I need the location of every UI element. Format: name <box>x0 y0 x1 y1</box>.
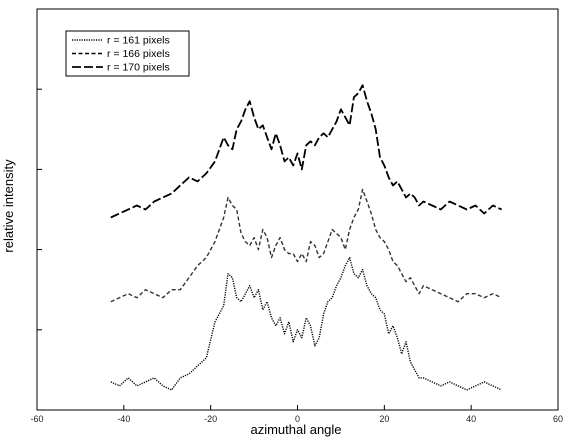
legend-label-3: r = 170 pixels <box>107 62 170 74</box>
y-axis-title: relative intensity <box>1 159 16 253</box>
series-line-3 <box>110 84 502 219</box>
x-tick-label: -20 <box>204 414 217 424</box>
series-line-1 <box>110 256 502 391</box>
series-line-2 <box>110 188 502 303</box>
x-axis-title: azimuthal angle <box>250 422 341 437</box>
x-tick-label: 20 <box>379 414 389 424</box>
legend-label-2: r = 166 pixels <box>107 48 170 60</box>
series-group <box>110 84 502 391</box>
x-tick-label: 0 <box>295 414 300 424</box>
x-tick-label: 60 <box>553 414 563 424</box>
legend-label-1: r = 161 pixels <box>107 35 170 47</box>
x-tick-label: -60 <box>30 414 43 424</box>
x-tick-label: -40 <box>117 414 130 424</box>
x-tick-label: 40 <box>466 414 476 424</box>
axis-ticks: -60 -40 -20 0 20 40 60 <box>30 88 563 424</box>
